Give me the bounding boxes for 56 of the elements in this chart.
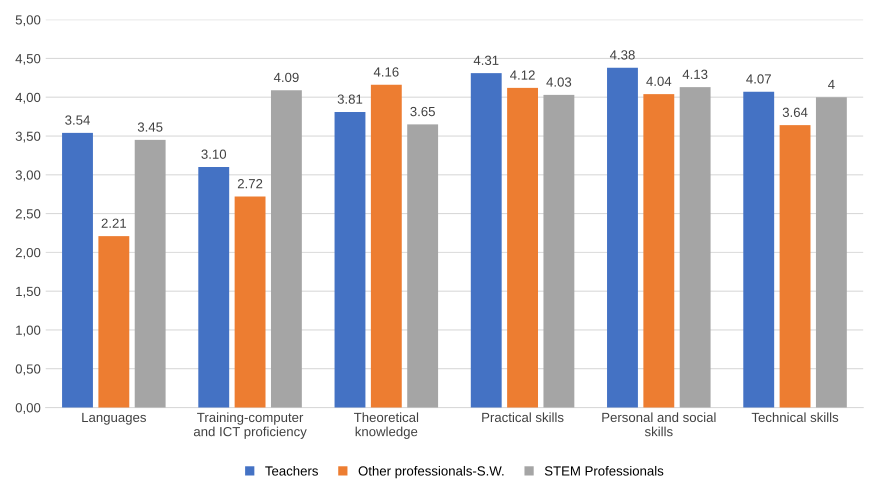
bar — [816, 97, 847, 408]
y-tick-label: 3,50 — [16, 132, 40, 142]
bar — [62, 132, 93, 408]
y-tick-label: 1,50 — [16, 286, 40, 298]
bar — [507, 88, 538, 408]
bar — [543, 94, 574, 408]
bar — [407, 124, 438, 408]
x-tick-label: Technical skills — [752, 412, 838, 422]
data-label: 4.13 — [682, 70, 708, 79]
y-tick-label: 2,00 — [16, 248, 40, 259]
data-label: 4.03 — [546, 77, 572, 87]
bar — [743, 92, 774, 408]
data-label: 4 — [828, 80, 835, 89]
data-label: 4.09 — [274, 72, 299, 82]
bar — [643, 94, 674, 408]
y-tick-label: 1,00 — [16, 326, 40, 336]
bar — [780, 125, 810, 408]
bar — [270, 90, 302, 408]
bar — [234, 196, 266, 408]
data-label: 3.65 — [410, 106, 435, 116]
bar — [680, 87, 711, 408]
data-label: 4.16 — [374, 67, 399, 77]
data-label: 2.21 — [102, 218, 126, 228]
bar — [470, 73, 502, 408]
bar — [607, 68, 638, 408]
bar — [134, 140, 166, 408]
y-tick-label: 3,00 — [16, 170, 40, 182]
data-label: 3.64 — [782, 108, 808, 117]
data-label: 4.04 — [646, 76, 672, 86]
y-tick-label: 2,50 — [16, 209, 40, 220]
legend-label: Teachers — [265, 466, 318, 476]
bar — [334, 112, 366, 408]
data-label: 4.07 — [746, 74, 771, 84]
legend-label: Other professionals-S.W. — [358, 466, 504, 478]
data-label: 3.45 — [138, 122, 162, 132]
data-label: 3.54 — [65, 115, 90, 125]
data-label: 4.31 — [474, 56, 498, 66]
x-tick-label: Personal and social skills — [602, 412, 716, 436]
legend-label: STEM Professionals — [544, 466, 664, 476]
bar — [370, 84, 402, 408]
y-tick-label: 0,50 — [16, 364, 40, 376]
data-label: 2.72 — [238, 179, 262, 188]
x-tick-label: Practical skills — [482, 412, 564, 422]
y-tick-label: 0,00 — [16, 403, 40, 414]
data-label: 3.10 — [201, 150, 226, 159]
bar — [198, 167, 230, 408]
data-label: 4.12 — [510, 70, 535, 80]
data-label: 4.38 — [610, 50, 635, 60]
data-label: 3.81 — [338, 94, 362, 104]
y-tick-label: 5,00 — [16, 15, 40, 26]
y-tick-label: 4,50 — [15, 54, 40, 65]
bar — [98, 236, 130, 408]
x-tick-label: Theoretical knowledge — [354, 412, 418, 439]
x-tick-label: Training-computer and ICT proficiency — [194, 412, 307, 439]
x-tick-label: Languages — [82, 412, 146, 425]
y-tick-label: 4,00 — [15, 92, 40, 104]
